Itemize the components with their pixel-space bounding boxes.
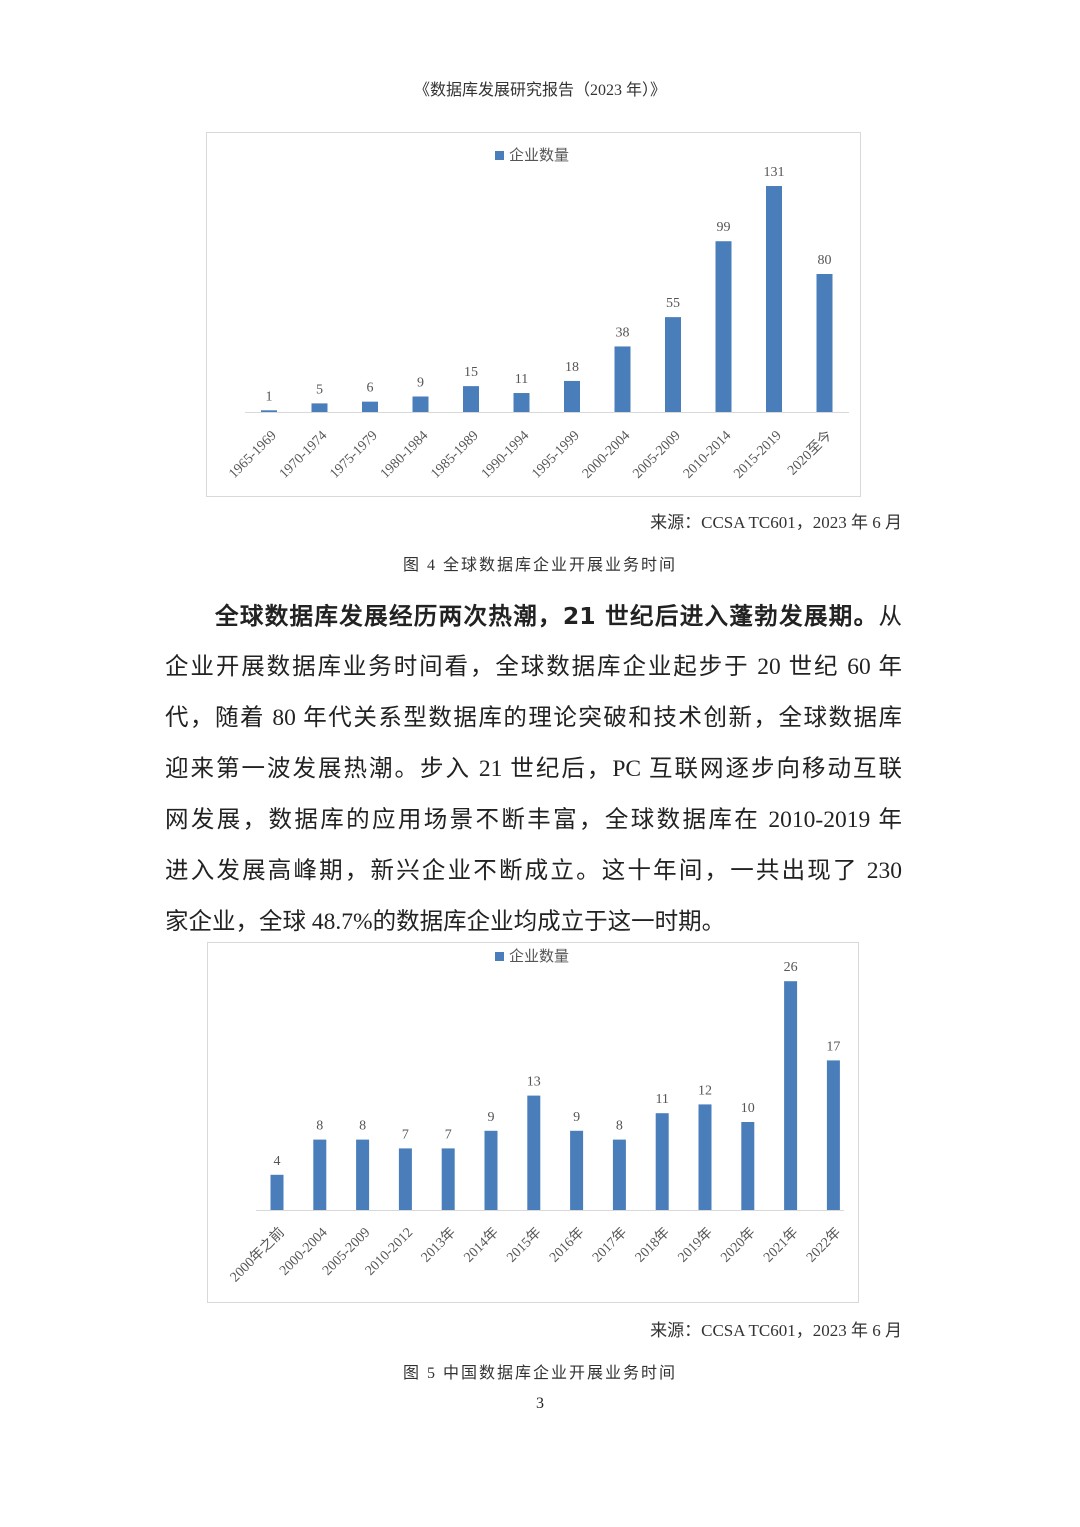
paragraph-line: 进入发展高峰期，新兴企业不断成立。这十年间，一共出现了 230 [165,858,902,884]
bar [570,1130,584,1210]
x-tick-label: 2010-2014 [681,428,735,482]
x-tick-label: 2018年 [632,1225,673,1266]
data-label: 11 [655,1092,668,1107]
bar [463,386,479,412]
x-tick-label: 2000-2004 [580,428,634,482]
legend-swatch [495,952,504,961]
bar [715,241,732,412]
figure-5-svg: 企业数量42000年之前82000-200482005-200972010-20… [226,947,844,1286]
legend-label: 企业数量 [509,146,569,164]
data-label: 17 [826,1039,840,1054]
bar [513,393,530,412]
paragraph-line: 网发展，数据库的应用场景不断丰富，全球数据库在 2010-2019 年 [165,807,902,833]
page-number: 3 [536,1395,544,1412]
x-tick-label: 1980-1984 [378,428,432,482]
paragraph-line: 企业开展数据库业务时间看，全球数据库企业起步于 20 世纪 60 年 [165,654,902,680]
bar [362,401,378,412]
x-tick-label: 2020至今 [784,428,835,479]
x-tick-label: 2014年 [461,1225,502,1266]
bar [766,186,782,412]
legend-label: 企业数量 [509,947,569,965]
data-label: 9 [488,1110,495,1125]
x-tick-label: 2022年 [803,1225,844,1266]
data-label: 38 [616,325,630,340]
figure-5-chart: 企业数量 4 2000年之前 8 2000-2004 8 2005-2009 7 2010-20… [207,942,859,1303]
data-label: 9 [573,1110,580,1125]
bar [612,1139,626,1210]
data-label: 4 [274,1154,281,1169]
bar [441,1148,455,1210]
bar [741,1122,755,1210]
x-tick-label: 2019年 [675,1225,716,1266]
data-label: 131 [764,165,785,180]
data-label: 26 [784,960,798,975]
bar [826,1060,840,1210]
bar [784,981,798,1210]
paragraph-line: 迎来第一波发展热潮。步入 21 世纪后，PC 互联网逐步向移动互联 [165,756,902,782]
paragraph-line: 家企业，全球 48.7%的数据库企业均成立于这一时期。 [165,909,726,935]
bar [527,1095,541,1210]
bar [412,396,429,412]
data-label: 8 [359,1119,366,1134]
paragraph-line: 全球数据库发展经历两次热潮，21 世纪后进入蓬勃发展期。从 [215,602,902,630]
x-tick-label: 2016年 [546,1225,587,1266]
x-tick-label: 1970-1974 [277,428,331,482]
x-tick-label: 1965-1969 [226,428,280,482]
data-label: 18 [565,360,579,375]
paragraph-bold-lead: 全球数据库发展经历两次热潮，21 世纪后进入蓬勃发展期。 [215,602,879,630]
data-label: 55 [666,296,680,311]
bar [816,274,833,412]
x-tick-label: 1975-1979 [327,428,381,482]
data-label: 1 [266,389,273,404]
data-label: 9 [417,375,424,390]
data-label: 7 [402,1127,409,1142]
bar [261,410,277,412]
bar [698,1104,712,1210]
figure-5-source: 来源：CCSA TC601，2023 年 6 月 [650,1321,902,1340]
legend-swatch [495,151,504,160]
bar [665,317,681,412]
x-tick-label: 2020年 [718,1225,759,1266]
paragraph-line: 代，随着 80 年代关系型数据库的理论突破和技术创新，全球数据库 [165,705,902,731]
figure-4-svg: 企业数量 1 1965-1969 5 1970-1974 6 1975-1979 9 1980-… [226,146,849,482]
bar [356,1139,370,1210]
x-tick-label: 2021年 [760,1225,801,1266]
bar [564,380,580,412]
bar [614,346,631,412]
figure-5-caption: 图 5 中国数据库企业开展业务时间 [402,1365,677,1382]
running-header: 《数据库发展研究报告（2023 年）》 [413,82,666,99]
data-label: 80 [818,253,832,268]
data-label: 7 [445,1127,452,1142]
data-label: 8 [316,1119,323,1134]
data-label: 5 [316,382,323,397]
figure-4-caption: 图 4 全球数据库企业开展业务时间 [402,557,677,574]
data-label: 8 [616,1119,623,1134]
bar [655,1113,669,1210]
body-paragraph: 全球数据库发展经历两次热潮，21 世纪后进入蓬勃发展期。从 企业开展数据库业务时… [165,591,902,948]
data-label: 11 [515,372,528,387]
data-label: 6 [367,381,374,396]
figure-4-chart: 企业数量 1 1965-1969 5 1970-1974 6 1975-1979 9 1980-… [206,132,861,497]
bar [313,1139,327,1210]
x-tick-label: 2000年之前 [226,1224,288,1286]
data-label: 13 [527,1075,541,1090]
bar [311,403,328,412]
x-tick-label: 2013年 [418,1225,459,1266]
figure-4-source: 来源：CCSA TC601，2023 年 6 月 [650,513,902,532]
bar [398,1148,412,1210]
bar [484,1130,498,1210]
data-label: 10 [741,1101,755,1116]
x-tick-label: 2017年 [589,1225,630,1266]
data-label: 15 [464,365,478,380]
x-tick-label: 1985-1989 [428,428,482,482]
x-tick-label: 1995-1999 [529,428,583,482]
x-tick-label: 2015-2019 [731,428,785,482]
bar [270,1174,284,1210]
x-tick-label: 2005-2009 [630,428,684,482]
x-tick-label: 2015年 [504,1225,545,1266]
data-label: 12 [698,1083,712,1098]
data-label: 99 [717,220,731,235]
x-tick-label: 1990-1994 [479,428,533,482]
